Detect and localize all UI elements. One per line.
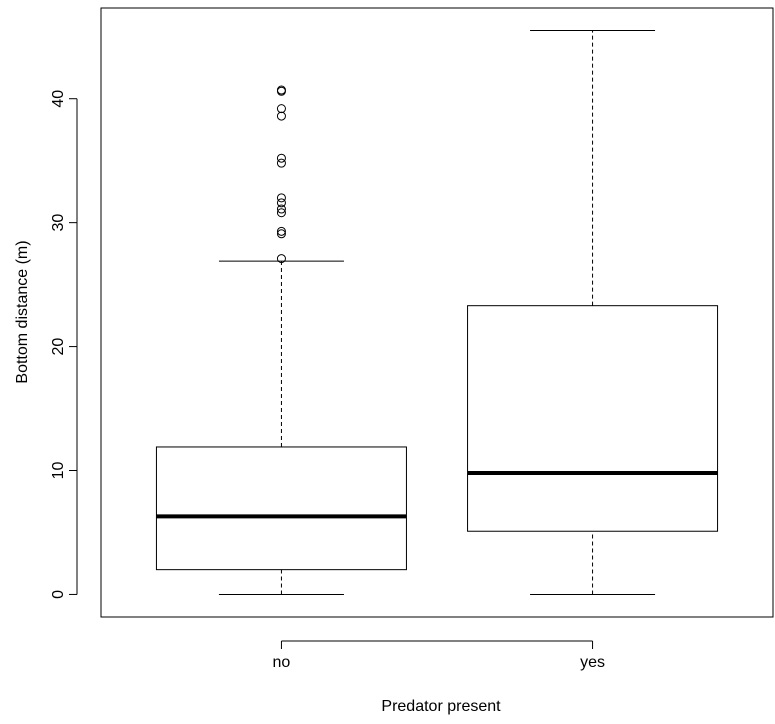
outlier — [276, 158, 286, 168]
plot-frame — [100, 7, 774, 618]
outlier — [276, 198, 286, 208]
outlier — [276, 193, 286, 203]
outlier — [276, 85, 286, 95]
x-tick-label: yes — [580, 654, 605, 671]
y-tick-label: 0 — [50, 590, 67, 599]
outlier — [276, 104, 286, 114]
box — [467, 305, 719, 532]
y-tick-label: 10 — [50, 462, 67, 480]
outlier — [276, 204, 286, 214]
y-axis-label: Bottom distance (m) — [14, 240, 31, 383]
outlier — [276, 153, 286, 163]
y-tick-label: 30 — [50, 214, 67, 232]
x-axis-label: Predator present — [381, 698, 501, 715]
y-tick-label: 20 — [50, 338, 67, 356]
outlier — [276, 226, 286, 236]
box — [155, 446, 407, 571]
outlier — [276, 111, 286, 121]
outlier — [276, 229, 286, 239]
x-tick-label: no — [273, 654, 291, 671]
outlier — [276, 254, 286, 264]
outlier — [276, 208, 286, 218]
y-tick-label: 40 — [50, 90, 67, 108]
